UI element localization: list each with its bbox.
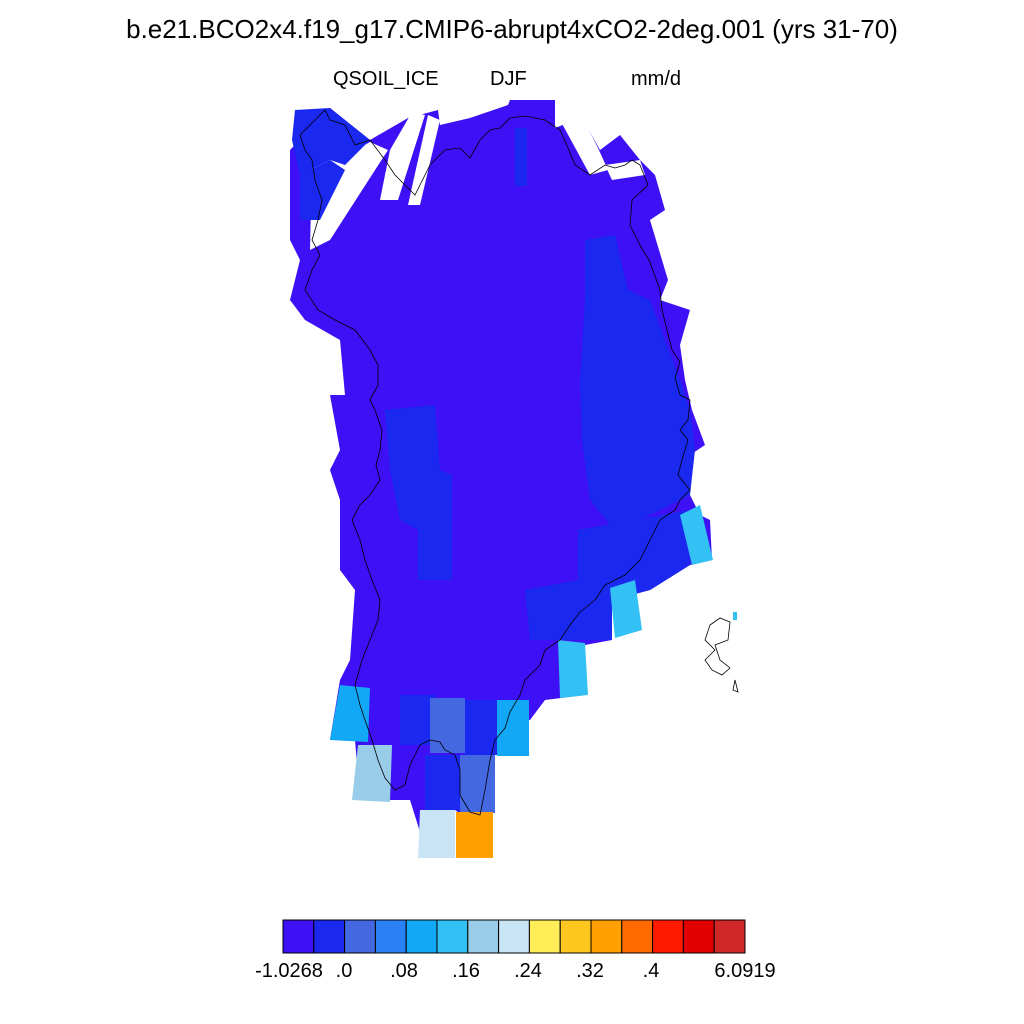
- colorbar-swatch: [436, 919, 469, 954]
- map-cell-light: [352, 745, 392, 802]
- map-cell-cyan: [680, 505, 713, 565]
- colorbar-swatch: [344, 919, 376, 954]
- gap-4: [408, 115, 440, 205]
- greenland-map: [290, 100, 739, 858]
- colorbar-tick-label: .16: [452, 960, 480, 982]
- colorbar-swatch: [621, 919, 654, 954]
- map-cell-blue: [300, 160, 345, 220]
- colorbar-swatch: [652, 919, 684, 954]
- map-cell-blue: [385, 405, 452, 580]
- map-cell-cyan: [497, 700, 529, 756]
- colorbar-swatch: [559, 919, 592, 954]
- map-cell-cyan: [558, 640, 588, 698]
- colorbar-swatch: [682, 919, 715, 954]
- map-cell-orange: [456, 812, 493, 858]
- map-cell-cyan: [610, 580, 642, 638]
- colorbar-tick-label: .24: [514, 960, 542, 982]
- map-cell-blue: [400, 695, 435, 745]
- colorbar-tick-label: .32: [576, 960, 604, 982]
- colorbar-swatch: [282, 919, 315, 954]
- coastline-island: [704, 617, 731, 676]
- colorbar-swatch: [374, 919, 407, 954]
- colorbar-swatch: [713, 919, 746, 954]
- season-label: DJF: [490, 68, 527, 90]
- colorbar-swatch: [467, 919, 500, 954]
- colorbar-swatch: [405, 919, 438, 954]
- map-cell-blue: [292, 108, 370, 175]
- map-cell-medium: [430, 698, 465, 753]
- colorbar-tick-label: -1.0268: [255, 960, 323, 982]
- colorbar-tick-label: .0: [335, 960, 353, 982]
- variable-label: QSOIL_ICE: [333, 68, 439, 90]
- map-cell-blue: [465, 700, 497, 755]
- colorbar-swatch: [498, 919, 530, 954]
- coastline-greenland: [299, 109, 691, 816]
- gap-6: [605, 160, 645, 180]
- coastline-island-2: [732, 679, 739, 693]
- gap-5: [560, 100, 608, 175]
- colorbar-tick-label: 6.0919: [714, 960, 776, 982]
- field-cyan: [330, 505, 737, 756]
- colorbar-tick-label: .08: [390, 960, 418, 982]
- coastline: [299, 109, 739, 816]
- colorbar-swatch: [590, 919, 623, 954]
- map-cell-cyan: [733, 612, 737, 620]
- map-cell-cyan: [330, 685, 370, 742]
- map-cell-blue: [425, 755, 460, 810]
- colorbar-swatch: [528, 919, 561, 954]
- field-light: [352, 745, 455, 858]
- map-cell-blue: [515, 128, 527, 186]
- colorbar-swatch: [313, 919, 346, 954]
- plot-title: b.e21.BCO2x4.f19_g17.CMIP6-abrupt4xCO2-2…: [126, 14, 898, 44]
- units-label: mm/d: [631, 68, 681, 90]
- map-cell-blue: [580, 235, 695, 525]
- colorbar-tick-label: .4: [642, 960, 660, 982]
- map-cell-light: [418, 810, 455, 858]
- gap-3: [380, 112, 425, 200]
